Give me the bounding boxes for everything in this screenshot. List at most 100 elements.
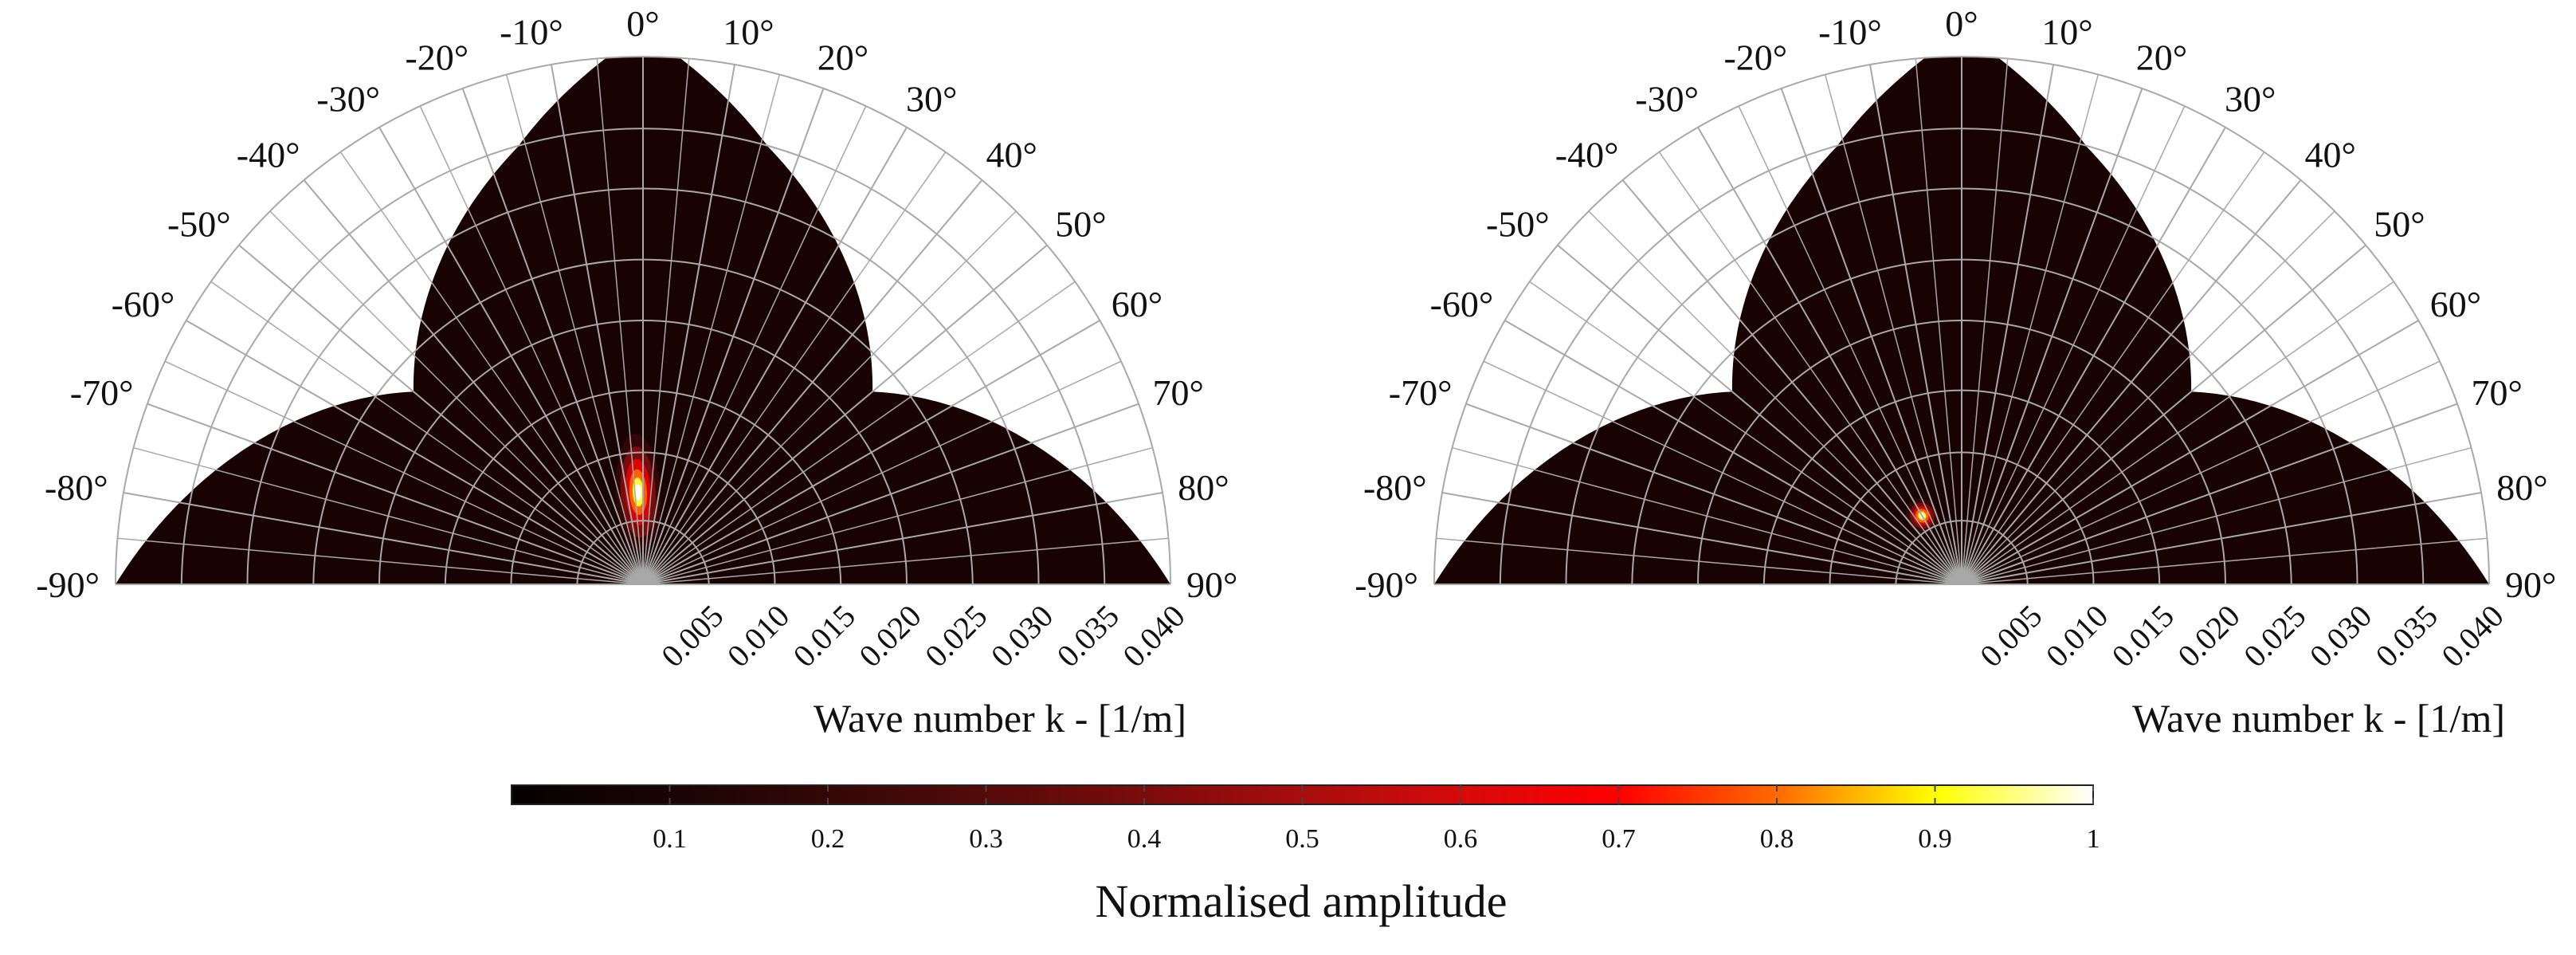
grid-spoke xyxy=(378,127,644,585)
grid-spoke xyxy=(1504,320,1962,585)
angle-tick-label: 20° xyxy=(817,37,868,78)
angle-tick-label: -30° xyxy=(316,78,380,119)
angle-tick-label: -90° xyxy=(1355,564,1418,605)
angle-tick-label: -80° xyxy=(1363,467,1427,508)
grid-spoke xyxy=(642,127,908,585)
polar-plot-left: -90° -80° -70° -60° -50°-40° -30° -20° -10° 0° 10… xyxy=(36,3,1237,741)
angle-tick-label: -70° xyxy=(1389,372,1453,413)
colorbar-tick-label: 0.6 xyxy=(1444,824,1478,854)
grid-spoke xyxy=(505,74,644,585)
grid-spoke xyxy=(642,64,735,585)
grid-spoke xyxy=(596,58,644,585)
amplitude-peak-level xyxy=(634,483,641,501)
grid-spoke xyxy=(186,320,644,585)
grid-spoke xyxy=(419,105,644,585)
angle-tick-label: 10° xyxy=(723,12,774,53)
colorbar-tick-label: 0.9 xyxy=(1918,824,1952,854)
grid-spoke xyxy=(1483,360,1962,585)
colorbar: 0.1 0.2 0.3 0.4 0.5 0.6 0.7 0.8 0.9 1 xyxy=(511,784,2100,854)
grid-spoke xyxy=(1529,281,1962,585)
grid-spoke xyxy=(1465,403,1962,585)
angle-tick-label: 0° xyxy=(1945,3,1978,44)
grid-spoke xyxy=(642,281,1076,585)
wavenumber-tick-label: 0.015 xyxy=(2105,598,2181,674)
angle-tick-label: -50° xyxy=(1486,204,1550,245)
angle-tick-label: 60° xyxy=(2430,284,2481,324)
grid-spoke xyxy=(642,179,983,585)
grid-spoke xyxy=(1961,64,2054,585)
angle-tick-label: 70° xyxy=(2472,372,2523,413)
angle-tick-label: 50° xyxy=(2374,204,2425,245)
angle-tick-label: -50° xyxy=(167,204,231,245)
wavenumber-tick-label: 0.025 xyxy=(918,598,994,674)
angle-tick-label: 70° xyxy=(1153,372,1204,413)
grid-spoke xyxy=(1961,210,2335,585)
grid-spoke xyxy=(1961,320,2419,585)
wavenumber-tick-label: 0.035 xyxy=(2369,598,2445,674)
grid-spoke xyxy=(1961,127,2226,585)
angle-tick-label: 90° xyxy=(1186,564,1237,605)
angle-tick-label: 50° xyxy=(1055,204,1106,245)
grid-spoke xyxy=(269,210,644,585)
grid-spoke xyxy=(1961,179,2302,585)
grid-spoke xyxy=(1961,492,2482,585)
grid-spoke xyxy=(210,281,644,585)
grid-spoke xyxy=(642,360,1122,585)
angle-tick-label: 30° xyxy=(2225,78,2276,119)
angle-tick-label: 40° xyxy=(2305,135,2356,175)
grid-spoke xyxy=(1961,403,2458,585)
grid-spoke xyxy=(1621,179,1962,585)
angle-tick-label: 40° xyxy=(986,135,1037,175)
colorbar-tick-label: 0.3 xyxy=(969,824,1003,854)
grid-spoke xyxy=(1588,210,1962,585)
grid-spoke xyxy=(642,244,1048,585)
grid-spoke xyxy=(642,88,825,585)
angle-tick-label: 0° xyxy=(626,3,659,44)
angle-tick-label: 80° xyxy=(1178,467,1229,508)
grid-spoke xyxy=(642,210,1017,585)
wavenumber-tick-label: 0.005 xyxy=(1973,598,2049,674)
grid-spoke xyxy=(1961,446,2472,585)
grid-spoke xyxy=(1780,88,1962,585)
grid-spoke xyxy=(339,151,644,585)
grid-spoke xyxy=(1824,74,1962,585)
angle-tick-label: -60° xyxy=(112,284,175,324)
grid-spoke xyxy=(1961,105,2186,585)
angle-tick-label: 20° xyxy=(2136,37,2187,78)
angle-tick-label: -80° xyxy=(45,467,108,508)
wavenumber-tick-label: 0.030 xyxy=(2303,598,2378,674)
grid-spoke xyxy=(1869,64,1962,585)
grid-spoke xyxy=(642,74,781,585)
wavenumber-tick-label: 0.015 xyxy=(786,598,862,674)
wavenumber-tick-label: 0.030 xyxy=(984,598,1060,674)
grid-spoke xyxy=(1961,151,2265,585)
angle-tick-label: 80° xyxy=(2496,467,2547,508)
colorbar-tick-label: 0.4 xyxy=(1127,824,1162,854)
colorbar-tick-label: 0.8 xyxy=(1760,824,1794,854)
grid-spoke xyxy=(642,320,1100,585)
angle-tick-label: -70° xyxy=(70,372,134,413)
wavenumber-axis-label: Wave number k - [1/m] xyxy=(814,696,1186,741)
grid-spoke xyxy=(1961,537,2488,585)
grid-spoke xyxy=(238,244,644,585)
grid-spoke xyxy=(1961,58,2009,585)
colorbar-title: Normalised amplitude xyxy=(1095,875,1507,927)
grid-spoke xyxy=(1961,74,2100,585)
grid-spoke xyxy=(303,179,644,585)
grid-spoke xyxy=(1658,151,1962,585)
colorbar-tick-label: 0.7 xyxy=(1602,824,1636,854)
grid-spoke xyxy=(1961,281,2394,585)
angle-tick-label: 30° xyxy=(906,78,957,119)
wavenumber-tick-label: 0.035 xyxy=(1050,598,1126,674)
grid-spoke xyxy=(1436,537,1962,585)
wavenumber-tick-label: 0.020 xyxy=(2170,598,2246,674)
wavenumber-tick-label: 0.040 xyxy=(2434,598,2510,674)
grid-spoke xyxy=(147,403,644,585)
grid-spoke xyxy=(1961,88,2143,585)
grid-spoke xyxy=(1915,58,1962,585)
colorbar-tick-label: 0.1 xyxy=(653,824,687,854)
grid-spoke xyxy=(642,105,867,585)
angle-tick-label: 10° xyxy=(2041,12,2092,53)
grid-spoke xyxy=(164,360,644,585)
